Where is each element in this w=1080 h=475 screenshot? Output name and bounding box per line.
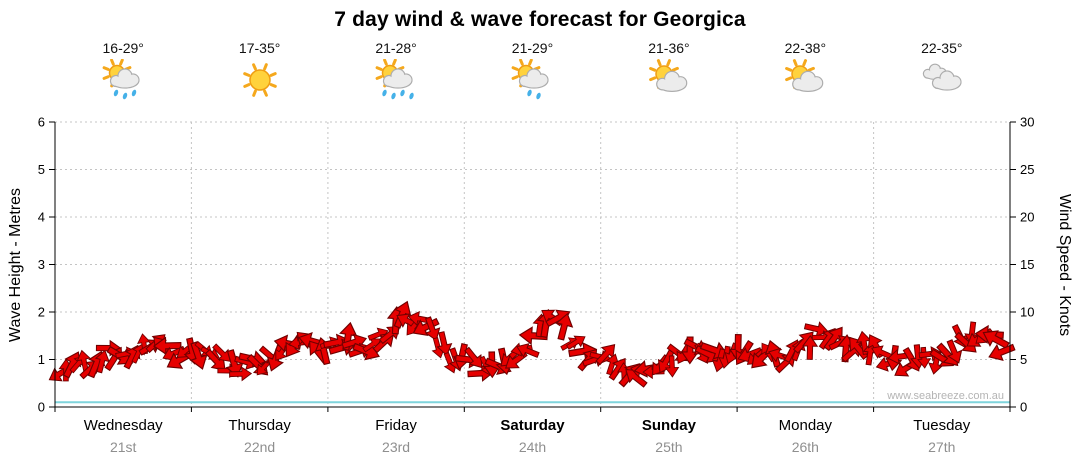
page-title: 7 day wind & wave forecast for Georgica: [334, 8, 746, 31]
day-temp-range: 21-29°: [511, 40, 554, 56]
cloud-shape: [656, 70, 688, 92]
day-name: Saturday: [500, 417, 565, 434]
day-name: Monday: [778, 417, 833, 434]
day-forecast-header: 21-28°: [328, 40, 464, 103]
wind-arrow: [212, 343, 231, 362]
wind-arrow: [555, 312, 574, 341]
day-label: Wednesday 21st: [55, 417, 191, 455]
wind-tick-label: 30: [1020, 115, 1034, 130]
cloud-shape: [519, 68, 550, 89]
wave-tick-label: 1: [38, 352, 45, 367]
rain-drops: [113, 89, 137, 100]
cloud-shape: [110, 68, 140, 89]
wind-arrow: [982, 330, 1010, 350]
wind-arrow: [516, 343, 540, 358]
cloud-shape: [792, 70, 824, 92]
sun-cloud-icon: [737, 59, 873, 103]
wind-arrow: [803, 321, 829, 338]
day-name: Tuesday: [913, 417, 971, 434]
day-name: Sunday: [641, 417, 696, 434]
wind-arrow: [436, 331, 453, 357]
day-date: 22nd: [244, 439, 276, 455]
wind-tick-label: 5: [1020, 352, 1027, 367]
day-date: 26th: [791, 439, 819, 455]
day-date: 24th: [518, 439, 547, 455]
day-name: Wednesday: [83, 417, 163, 434]
wave-tick-label: 0: [38, 400, 45, 415]
wind-arrow: [946, 339, 963, 364]
wave-tick-label: 2: [38, 305, 45, 320]
wave-tick-label: 6: [38, 115, 45, 130]
cloudy-icon: [874, 59, 1010, 103]
wave-tick-label: 5: [38, 162, 45, 177]
day-forecast-header: 16-29°: [55, 40, 191, 103]
day-date: 27th: [928, 439, 956, 455]
day-labels: Wednesday 21st Thursday 22nd Friday 23rd…: [0, 417, 1080, 475]
sun-cloud-icon: [601, 59, 737, 103]
wind-arrow: [152, 336, 182, 356]
day-temp-range: 22-38°: [784, 40, 827, 56]
wind-tick-label: 20: [1020, 210, 1034, 225]
wind-arrow: [664, 355, 680, 378]
rain-drops: [527, 89, 542, 100]
day-forecast-header: 21-36°: [601, 40, 737, 103]
sun-shape: [242, 63, 277, 97]
wind-arrows-series: [48, 300, 1016, 388]
day-label: Sunday 25th: [601, 417, 737, 455]
rain-drops: [382, 89, 414, 100]
wind-arrow: [464, 346, 483, 369]
wind-tick-label: 10: [1020, 305, 1034, 320]
day-forecast-header: 21-29°: [464, 40, 600, 103]
sun-cloud-light-rain-icon: [464, 58, 600, 103]
wave-tick-label: 4: [38, 210, 45, 225]
day-temp-range: 16-29°: [102, 40, 144, 56]
day-label: Friday 23rd: [328, 417, 464, 455]
cloud-shape: [931, 70, 962, 91]
wind-arrow: [424, 316, 441, 342]
day-date: 23rd: [382, 439, 411, 455]
wind-arrow: [94, 349, 110, 374]
day-date: 21st: [109, 439, 137, 455]
watermark: www.seabreeze.com.au: [886, 390, 1004, 402]
wind-arrow: [566, 335, 586, 350]
wind-arrow: [801, 334, 819, 360]
wind-arrow: [871, 345, 893, 360]
day-forecast-header: 17-35°: [191, 40, 327, 103]
wind-tick-label: 0: [1020, 400, 1027, 415]
day-name: Thursday: [228, 417, 291, 434]
day-temp-range: 21-28°: [375, 40, 417, 56]
sun-cloud-showers-icon: [55, 58, 191, 103]
day-forecast-header: 22-38°: [737, 40, 873, 103]
wind-tick-label: 15: [1020, 257, 1034, 272]
sunny-icon: [191, 59, 327, 103]
day-label: Saturday 24th: [464, 417, 600, 455]
day-temp-range: 21-36°: [648, 40, 690, 56]
day-label: Tuesday 27th: [874, 417, 1010, 455]
wave-tick-label: 3: [38, 257, 45, 272]
day-label: Thursday 22nd: [191, 417, 327, 455]
wind-arrow: [229, 366, 253, 382]
wind-arrow: [189, 341, 208, 370]
sun-cloud-rain-icon: [328, 58, 464, 103]
day-temp-range: 17-35°: [238, 40, 281, 56]
wind-arrow: [595, 344, 616, 366]
day-name: Friday: [375, 417, 417, 434]
day-temp-range: 22-35°: [921, 40, 963, 56]
day-label: Monday 26th: [737, 417, 873, 455]
cloud-shape: [382, 68, 413, 89]
wind-arrow: [917, 346, 932, 369]
day-date: 25th: [655, 439, 683, 455]
day-forecast-header: 22-35°: [874, 40, 1010, 103]
wind-tick-label: 25: [1020, 162, 1034, 177]
